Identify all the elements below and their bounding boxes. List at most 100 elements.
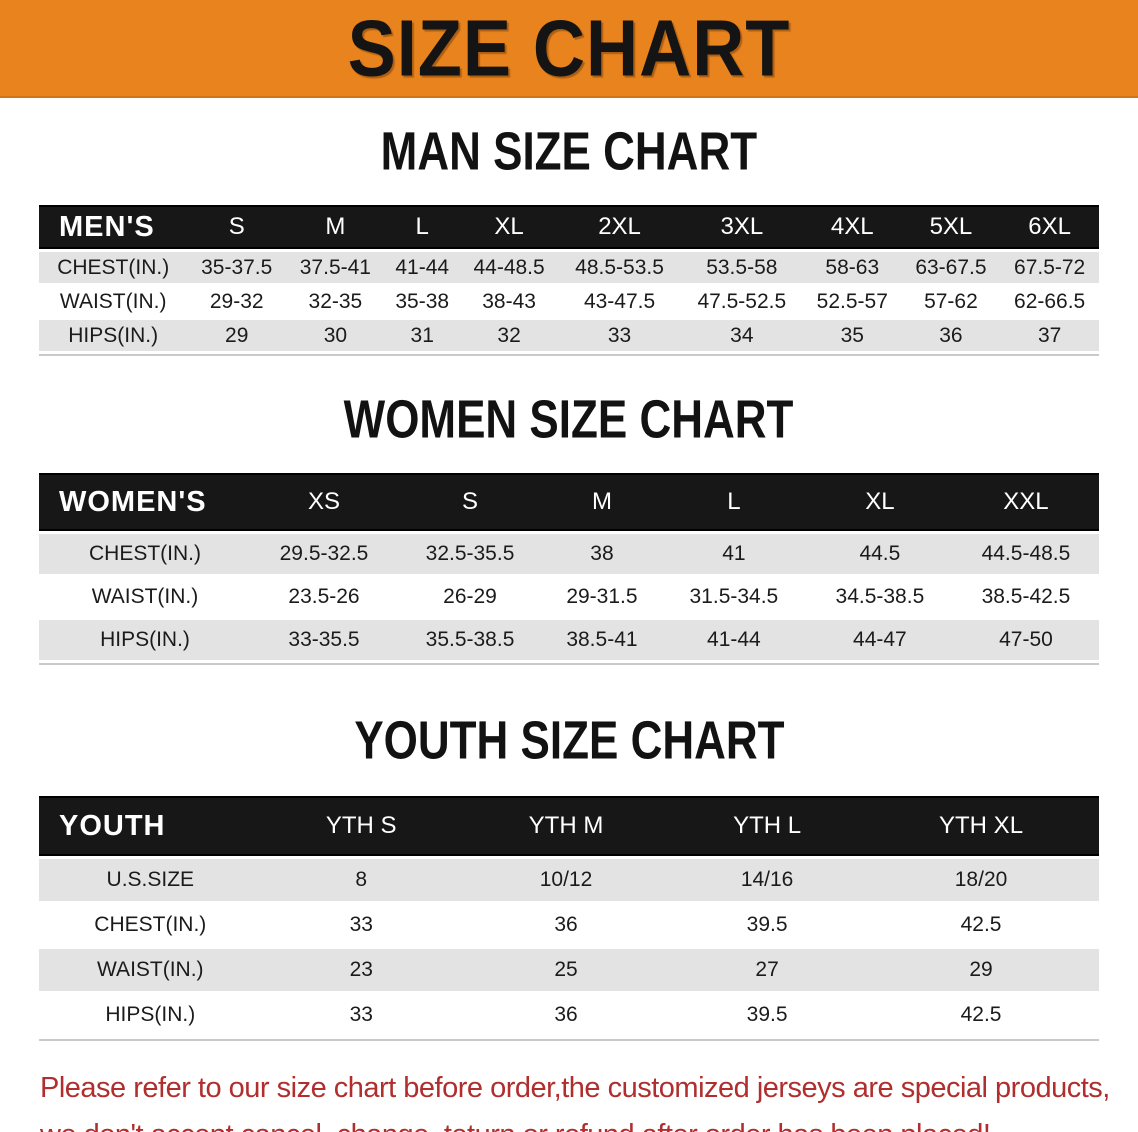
table-row: HIPS(IN.) 33 36 39.5 42.5 bbox=[39, 994, 1099, 1036]
size-value-cell: 29-31.5 bbox=[543, 577, 661, 617]
size-column-header: 6XL bbox=[1000, 205, 1099, 249]
table-row: WAIST(IN.) 23.5-26 26-29 29-31.5 31.5-34.5 34… bbox=[39, 577, 1099, 617]
size-column-header: YTH XL bbox=[863, 796, 1099, 856]
youth-section-heading: YOUTH SIZE CHART bbox=[0, 665, 1138, 793]
size-value-cell: 32 bbox=[459, 320, 559, 351]
men-section-heading: MAN SIZE CHART bbox=[0, 98, 1138, 202]
measurement-label: CHEST(IN.) bbox=[39, 534, 251, 574]
size-value-cell: 41-44 bbox=[660, 620, 807, 660]
table-row: CHEST(IN.) 35-37.5 37.5-41 41-44 44-48.5 48.5… bbox=[39, 252, 1099, 283]
measurement-label: U.S.SIZE bbox=[39, 859, 262, 901]
section-men-sizes: MAN SIZE CHART MEN'S S M L XL 2XL 3XL 4XL 5XL 6XL… bbox=[0, 98, 1138, 356]
size-value-cell: 39.5 bbox=[671, 904, 864, 946]
size-value-cell: 38.5-41 bbox=[543, 620, 661, 660]
size-value-cell: 42.5 bbox=[863, 994, 1099, 1036]
disclaimer: Please refer to our size chart before or… bbox=[40, 1065, 1118, 1132]
size-column-header: 5XL bbox=[901, 205, 1001, 249]
size-value-cell: 25 bbox=[460, 949, 672, 991]
size-column-header: L bbox=[660, 473, 807, 531]
size-value-cell: 23.5-26 bbox=[251, 577, 398, 617]
measurement-label: HIPS(IN.) bbox=[39, 320, 188, 351]
size-value-cell: 8 bbox=[261, 859, 461, 901]
size-value-cell: 44-48.5 bbox=[459, 252, 559, 283]
women-section-heading: WOMEN SIZE CHART bbox=[0, 356, 1138, 470]
size-column-header: L bbox=[384, 205, 460, 249]
size-column-header: XL bbox=[806, 473, 953, 531]
size-value-cell: 34.5-38.5 bbox=[806, 577, 953, 617]
measurement-label: HIPS(IN.) bbox=[39, 994, 262, 1036]
size-value-cell: 38.5-42.5 bbox=[952, 577, 1099, 617]
section-women-sizes: WOMEN SIZE CHART WOMEN'S XS S M L XL XXL CHEST(… bbox=[0, 356, 1138, 665]
men-size-table: MEN'S S M L XL 2XL 3XL 4XL 5XL 6XL CHEST(IN.) 35-37… bbox=[39, 202, 1099, 356]
size-value-cell: 31 bbox=[384, 320, 460, 351]
size-value-cell: 35.5-38.5 bbox=[397, 620, 544, 660]
size-value-cell: 57-62 bbox=[901, 286, 1001, 317]
table-row: HIPS(IN.) 33-35.5 35.5-38.5 38.5-41 41-44 44-… bbox=[39, 620, 1099, 660]
size-column-header: YTH M bbox=[460, 796, 672, 856]
table-header-label: MEN'S bbox=[39, 205, 188, 249]
size-column-header: XS bbox=[251, 473, 398, 531]
page-title: SIZE CHART bbox=[347, 3, 791, 93]
table-row: WAIST(IN.) 29-32 32-35 35-38 38-43 43-47.5 47.… bbox=[39, 286, 1099, 317]
table-row: U.S.SIZE 8 10/12 14/16 18/20 bbox=[39, 859, 1099, 901]
size-value-cell: 10/12 bbox=[460, 859, 672, 901]
size-value-cell: 63-67.5 bbox=[901, 252, 1001, 283]
size-column-header: M bbox=[286, 205, 385, 249]
size-column-header: S bbox=[397, 473, 544, 531]
disclaimer-line-2: we don't accept cancel, change, teturn o… bbox=[40, 1112, 1118, 1132]
size-value-cell: 29-32 bbox=[187, 286, 287, 317]
size-value-cell: 36 bbox=[901, 320, 1001, 351]
size-value-cell: 26-29 bbox=[397, 577, 544, 617]
size-value-cell: 29.5-32.5 bbox=[251, 534, 398, 574]
size-value-cell: 29 bbox=[187, 320, 287, 351]
youth-size-table: YOUTH YTH S YTH M YTH L YTH XL U.S.SIZE 8 10/12… bbox=[39, 793, 1099, 1041]
size-value-cell: 47.5-52.5 bbox=[680, 286, 803, 317]
size-value-cell: 34 bbox=[680, 320, 803, 351]
size-value-cell: 37 bbox=[1000, 320, 1099, 351]
size-value-cell: 44-47 bbox=[806, 620, 953, 660]
size-value-cell: 33 bbox=[261, 994, 461, 1036]
measurement-label: CHEST(IN.) bbox=[39, 252, 188, 283]
measurement-label: WAIST(IN.) bbox=[39, 286, 188, 317]
men-section-heading-text: MAN SIZE CHART bbox=[380, 120, 758, 182]
size-value-cell: 23 bbox=[261, 949, 461, 991]
table-header-label: YOUTH bbox=[39, 796, 262, 856]
size-column-header: YTH L bbox=[671, 796, 864, 856]
size-value-cell: 18/20 bbox=[863, 859, 1099, 901]
size-value-cell: 53.5-58 bbox=[680, 252, 803, 283]
table-row: WAIST(IN.) 23 25 27 29 bbox=[39, 949, 1099, 991]
table-row: CHEST(IN.) 29.5-32.5 32.5-35.5 38 41 44.5 44.5… bbox=[39, 534, 1099, 574]
size-value-cell: 43-47.5 bbox=[558, 286, 681, 317]
size-value-cell: 38-43 bbox=[459, 286, 559, 317]
size-value-cell: 39.5 bbox=[671, 994, 864, 1036]
size-value-cell: 41 bbox=[660, 534, 807, 574]
measurement-label: CHEST(IN.) bbox=[39, 904, 262, 946]
size-column-header: YTH S bbox=[261, 796, 461, 856]
size-column-header: 2XL bbox=[558, 205, 681, 249]
size-value-cell: 62-66.5 bbox=[1000, 286, 1099, 317]
table-header-row: MEN'S S M L XL 2XL 3XL 4XL 5XL 6XL bbox=[39, 205, 1099, 249]
size-value-cell: 35-37.5 bbox=[187, 252, 287, 283]
size-value-cell: 32.5-35.5 bbox=[397, 534, 544, 574]
size-value-cell: 35 bbox=[802, 320, 902, 351]
table-header-row: WOMEN'S XS S M L XL XXL bbox=[39, 473, 1099, 531]
size-value-cell: 38 bbox=[543, 534, 661, 574]
size-value-cell: 36 bbox=[460, 994, 672, 1036]
size-value-cell: 31.5-34.5 bbox=[660, 577, 807, 617]
table-header-row: YOUTH YTH S YTH M YTH L YTH XL bbox=[39, 796, 1099, 856]
size-value-cell: 32-35 bbox=[286, 286, 385, 317]
size-value-cell: 35-38 bbox=[384, 286, 460, 317]
size-value-cell: 41-44 bbox=[384, 252, 460, 283]
size-value-cell: 67.5-72 bbox=[1000, 252, 1099, 283]
size-column-header: M bbox=[543, 473, 661, 531]
size-value-cell: 30 bbox=[286, 320, 385, 351]
banner: SIZE CHART bbox=[0, 0, 1138, 98]
size-column-header: XXL bbox=[952, 473, 1099, 531]
size-value-cell: 14/16 bbox=[671, 859, 864, 901]
size-value-cell: 58-63 bbox=[802, 252, 902, 283]
size-column-header: XL bbox=[459, 205, 559, 249]
women-size-table: WOMEN'S XS S M L XL XXL CHEST(IN.) 29.5-32.5 32.5… bbox=[39, 470, 1099, 665]
disclaimer-line-1: Please refer to our size chart before or… bbox=[40, 1072, 1110, 1104]
size-value-cell: 33-35.5 bbox=[251, 620, 398, 660]
